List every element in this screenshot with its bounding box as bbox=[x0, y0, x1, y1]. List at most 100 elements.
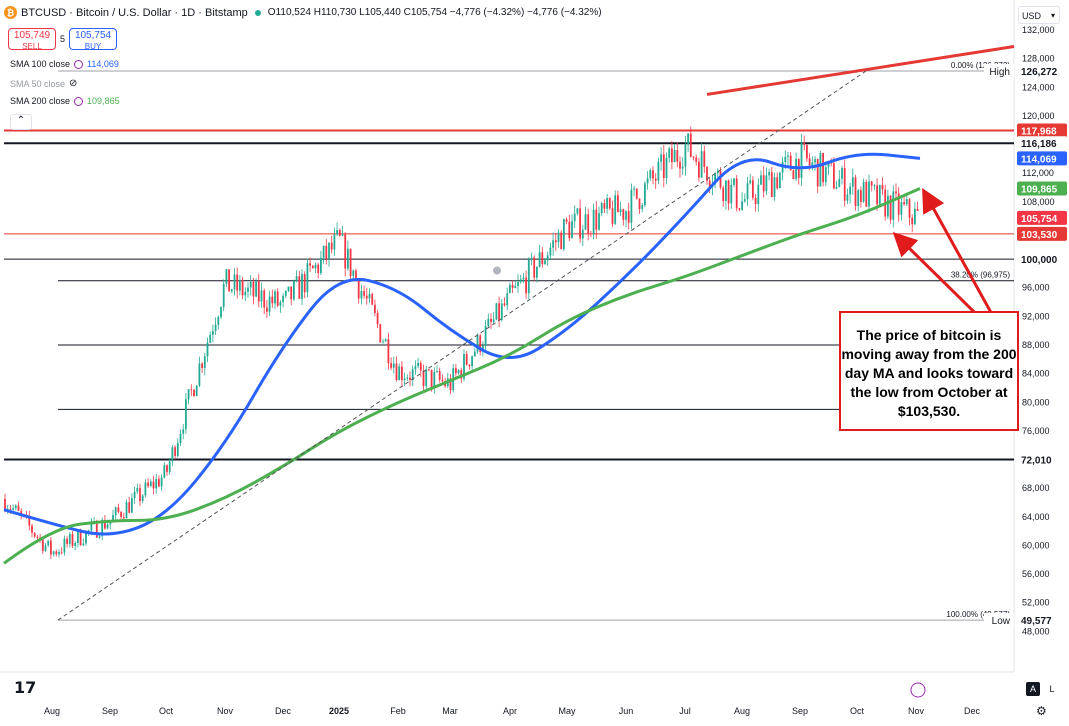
candle-body bbox=[814, 159, 816, 163]
candle-body bbox=[743, 199, 746, 202]
collapse-legend-button[interactable]: ⌃ bbox=[10, 114, 32, 130]
candle-body bbox=[168, 461, 171, 472]
auto-scale-button[interactable]: A bbox=[1026, 682, 1040, 696]
candle-body bbox=[417, 362, 419, 367]
candle-body bbox=[149, 481, 152, 487]
candle-body bbox=[787, 155, 789, 157]
candle-body bbox=[492, 319, 495, 323]
candle-body bbox=[552, 240, 554, 248]
candle-body bbox=[52, 551, 55, 555]
candle-body bbox=[409, 377, 411, 381]
candle-body bbox=[689, 133, 692, 157]
currency-select[interactable]: USD bbox=[1018, 6, 1060, 25]
candle-body bbox=[784, 156, 787, 162]
candle-body bbox=[212, 330, 214, 335]
tradingview-logo[interactable]: 17 bbox=[14, 678, 37, 697]
candle-body bbox=[104, 519, 106, 529]
candle-body bbox=[206, 342, 209, 357]
candle-body bbox=[77, 530, 79, 544]
log-scale-button[interactable]: L bbox=[1045, 682, 1059, 696]
candle-body bbox=[479, 335, 482, 352]
symbol-title[interactable]: BTCUSD · Bitcoin / U.S. Dollar · 1D · Bi… bbox=[21, 6, 248, 19]
candle-body bbox=[519, 279, 522, 283]
y-tick-label: 132,000 bbox=[1022, 25, 1055, 35]
candle-body bbox=[584, 214, 587, 230]
candle-body bbox=[55, 551, 58, 555]
candle-body bbox=[792, 170, 795, 180]
price-label: 49,577 Low bbox=[984, 613, 1067, 628]
candle-body bbox=[190, 389, 193, 391]
price-label-text: 114,069 bbox=[1021, 154, 1057, 165]
x-tick-label: Mar bbox=[442, 706, 458, 716]
candle-body bbox=[114, 507, 117, 516]
candle-body bbox=[133, 491, 136, 499]
candle-body bbox=[20, 510, 23, 515]
gear-icon[interactable]: ⚙ bbox=[1036, 704, 1047, 718]
candle-body bbox=[671, 148, 673, 163]
candle-body bbox=[328, 242, 330, 259]
candle-body bbox=[117, 507, 120, 513]
candle-body bbox=[171, 447, 174, 462]
indicator-sma200[interactable]: SMA 200 close 109,865 bbox=[10, 96, 120, 106]
candle-body bbox=[681, 166, 684, 169]
sell-price: 105,749 bbox=[13, 30, 51, 41]
candle-body bbox=[317, 264, 320, 274]
candle-body bbox=[217, 317, 220, 325]
candle-body bbox=[652, 170, 654, 179]
candle-body bbox=[352, 270, 355, 277]
candle-body bbox=[873, 185, 876, 187]
candle-body bbox=[419, 362, 422, 371]
y-tick-label: 56,000 bbox=[1022, 569, 1050, 579]
candle-body bbox=[746, 183, 749, 200]
y-tick-label: 124,000 bbox=[1022, 82, 1055, 92]
buy-button[interactable]: 105,754 BUY bbox=[69, 28, 118, 51]
price-tag-text: High bbox=[989, 67, 1010, 78]
candle-body bbox=[725, 180, 727, 201]
x-tick-label: Oct bbox=[159, 706, 174, 716]
candle-body bbox=[4, 498, 6, 511]
candle-body bbox=[581, 229, 584, 239]
x-tick-label: Apr bbox=[503, 706, 517, 716]
x-tick-label: Dec bbox=[275, 706, 292, 716]
candle-body bbox=[587, 214, 590, 234]
candle-body bbox=[846, 194, 849, 201]
candle-body bbox=[522, 277, 525, 280]
candle-body bbox=[274, 291, 276, 304]
candle-body bbox=[914, 208, 916, 225]
candle-body bbox=[692, 156, 695, 158]
candle-body bbox=[835, 187, 838, 189]
candle-body bbox=[406, 377, 409, 379]
candle-body bbox=[579, 208, 581, 239]
candle-body bbox=[225, 269, 228, 284]
hidden-eye-icon[interactable]: ⊘ bbox=[69, 78, 78, 89]
candle-body bbox=[44, 545, 47, 551]
candle-body bbox=[336, 229, 338, 235]
indicator-value: 114,069 bbox=[87, 59, 119, 69]
sell-button[interactable]: 105,749 SELL bbox=[8, 28, 56, 51]
indicator-sma50[interactable]: SMA 50 close ⊘ bbox=[10, 78, 77, 89]
candle-body bbox=[152, 481, 155, 489]
candle-body bbox=[560, 232, 563, 250]
candle-body bbox=[303, 274, 306, 293]
candle-body bbox=[789, 155, 792, 171]
candle-body bbox=[374, 304, 376, 313]
candle-body bbox=[760, 175, 762, 185]
candle-body bbox=[457, 370, 460, 374]
candle-body bbox=[754, 197, 757, 205]
candle-body bbox=[220, 307, 222, 318]
symbol-header[interactable]: ₿ BTCUSD · Bitcoin / U.S. Dollar · 1D · … bbox=[4, 6, 602, 19]
candle-body bbox=[895, 191, 897, 194]
candle-body bbox=[63, 538, 66, 553]
candle-body bbox=[536, 266, 538, 278]
candle-body bbox=[233, 274, 236, 290]
candle-body bbox=[657, 161, 660, 181]
candle-body bbox=[179, 433, 182, 444]
candle-body bbox=[58, 551, 60, 555]
candle-body bbox=[241, 280, 244, 296]
candle-body bbox=[214, 324, 217, 331]
candle-body bbox=[252, 281, 255, 297]
candle-body bbox=[500, 303, 503, 320]
indicator-sma100[interactable]: SMA 100 close 114,069 bbox=[10, 59, 119, 69]
x-tick-label: Aug bbox=[734, 706, 750, 716]
candle-body bbox=[363, 291, 365, 296]
